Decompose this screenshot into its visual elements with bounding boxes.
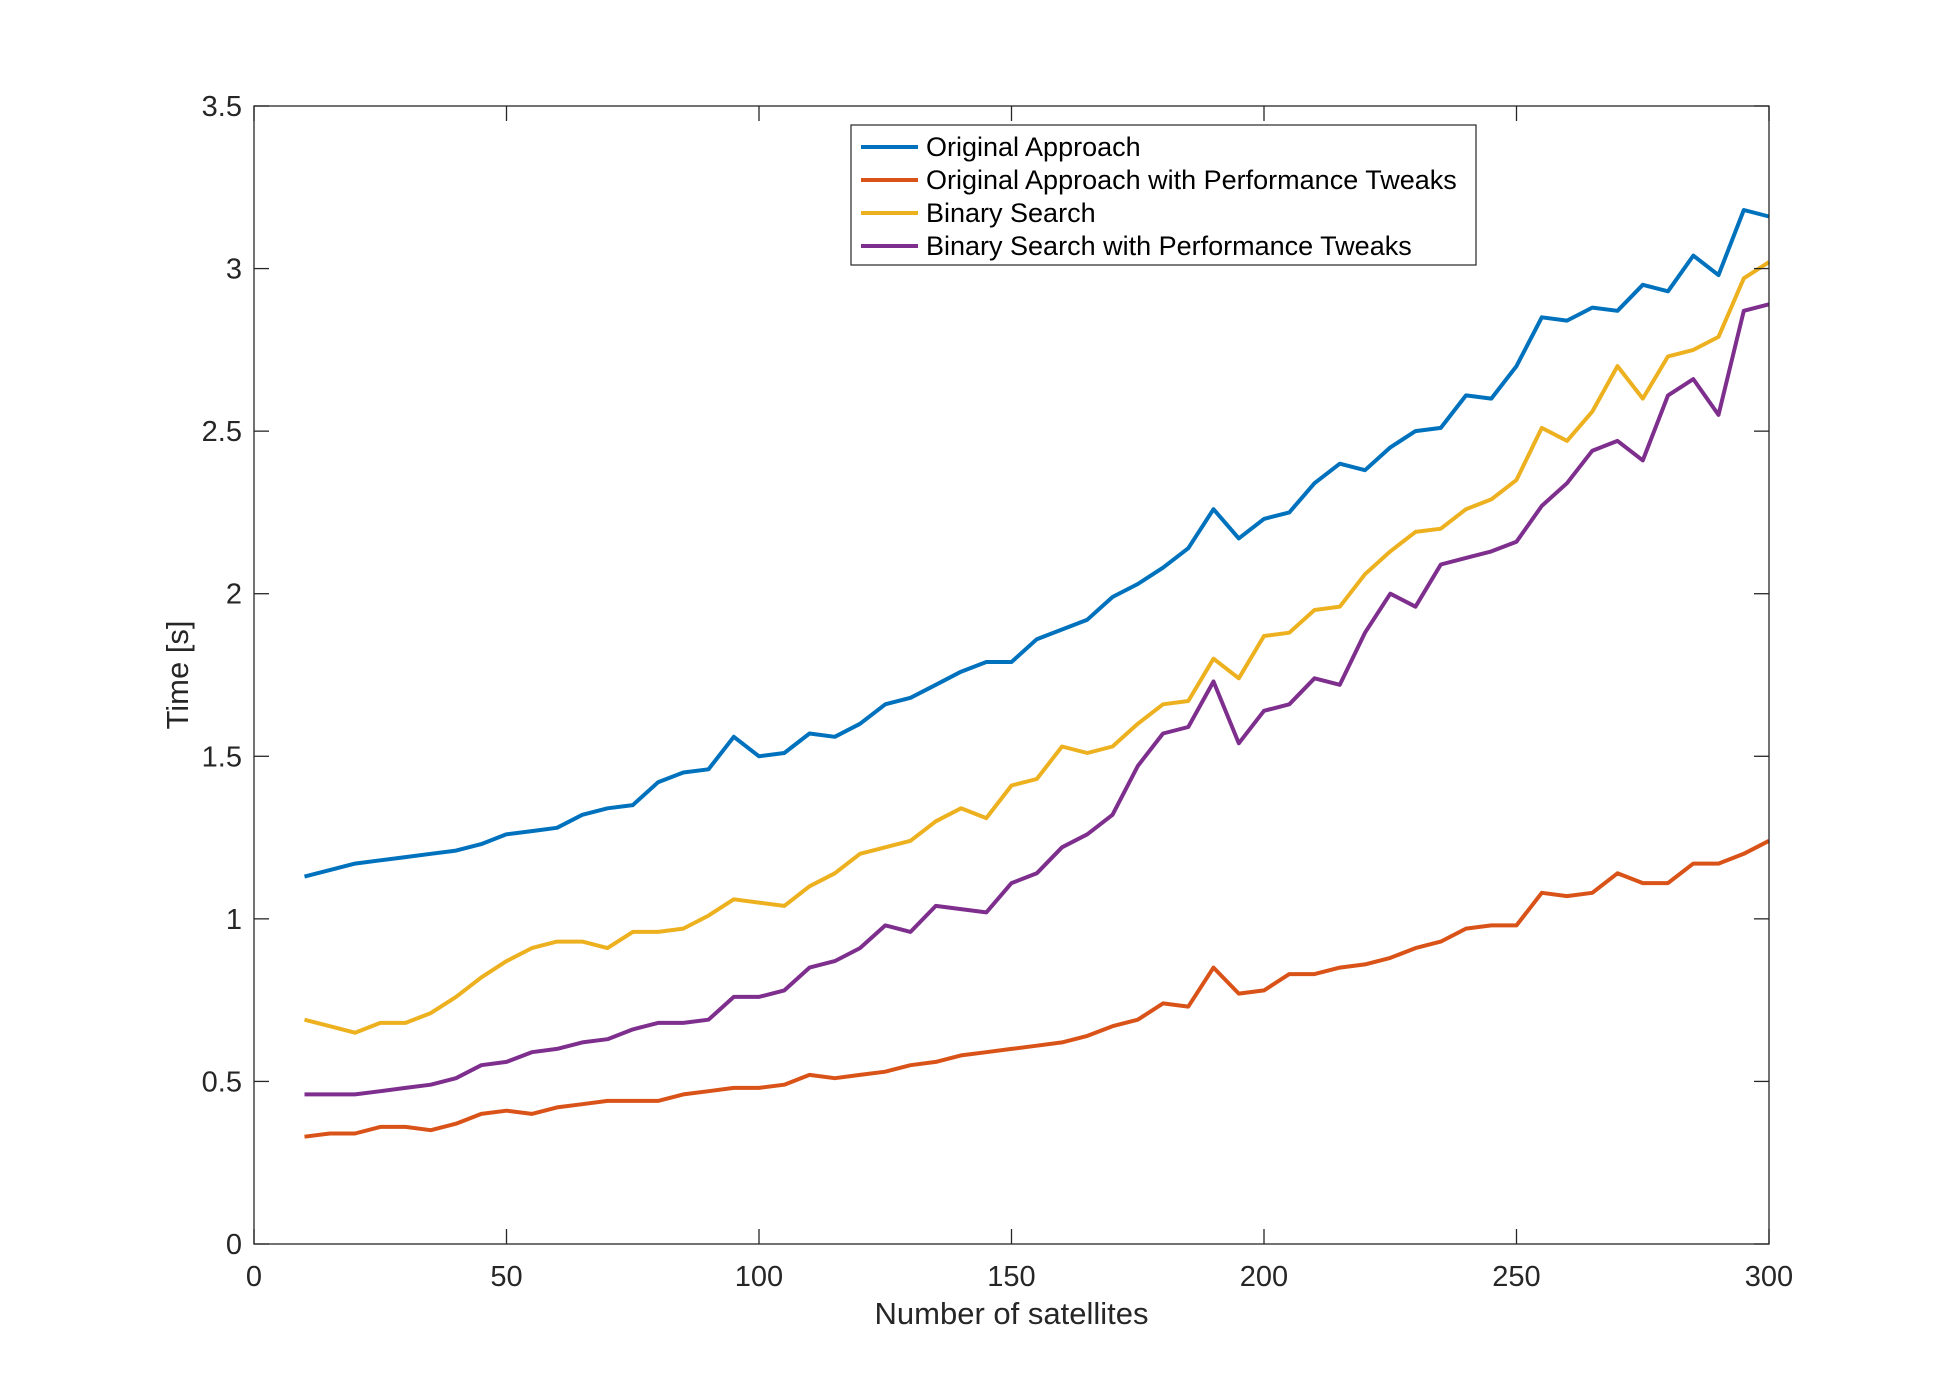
y-tick-label: 3: [226, 254, 242, 286]
y-axis-ticks: 0 0.5 1 1.5 2 2.5 3 3.5: [202, 91, 1769, 1261]
y-tick-label: 0.5: [202, 1066, 242, 1098]
legend-label-1: Original Approach: [926, 132, 1141, 162]
y-tick-label: 1: [226, 904, 242, 936]
y-axis-label: Time [s]: [160, 620, 195, 729]
legend-box: [850, 124, 1477, 266]
y-tick-label: 2: [226, 579, 242, 611]
x-tick-label: 250: [1492, 1261, 1540, 1293]
y-tick-label: 0: [226, 1229, 242, 1261]
x-tick-label: 0: [246, 1261, 262, 1293]
x-tick-label: 50: [490, 1261, 522, 1293]
legend-label-3: Binary Search: [926, 198, 1096, 228]
x-tick-label: 150: [987, 1261, 1035, 1293]
x-tick-label: 300: [1745, 1261, 1793, 1293]
series-line-4: [304, 302, 1770, 1097]
series-line-3: [304, 260, 1771, 1035]
plot-area: [254, 106, 1769, 1244]
legend-label-2: Original Approach with Performance Tweak…: [926, 165, 1457, 195]
x-axis-label: Number of satellites: [875, 1296, 1149, 1331]
x-axis-ticks: 0 50 100 150 200 250 300: [246, 106, 1793, 1293]
y-tick-label: 1.5: [202, 741, 242, 773]
x-tick-label: 200: [1240, 1261, 1288, 1293]
y-tick-label: 2.5: [202, 416, 242, 448]
legend-label-4: Binary Search with Performance Tweaks: [926, 231, 1412, 261]
series-line-1: [304, 208, 1770, 879]
series-line-2: [304, 839, 1770, 1139]
x-tick-label: 100: [735, 1261, 783, 1293]
y-tick-label: 3.5: [202, 91, 242, 123]
series-lines: [304, 208, 1771, 1139]
